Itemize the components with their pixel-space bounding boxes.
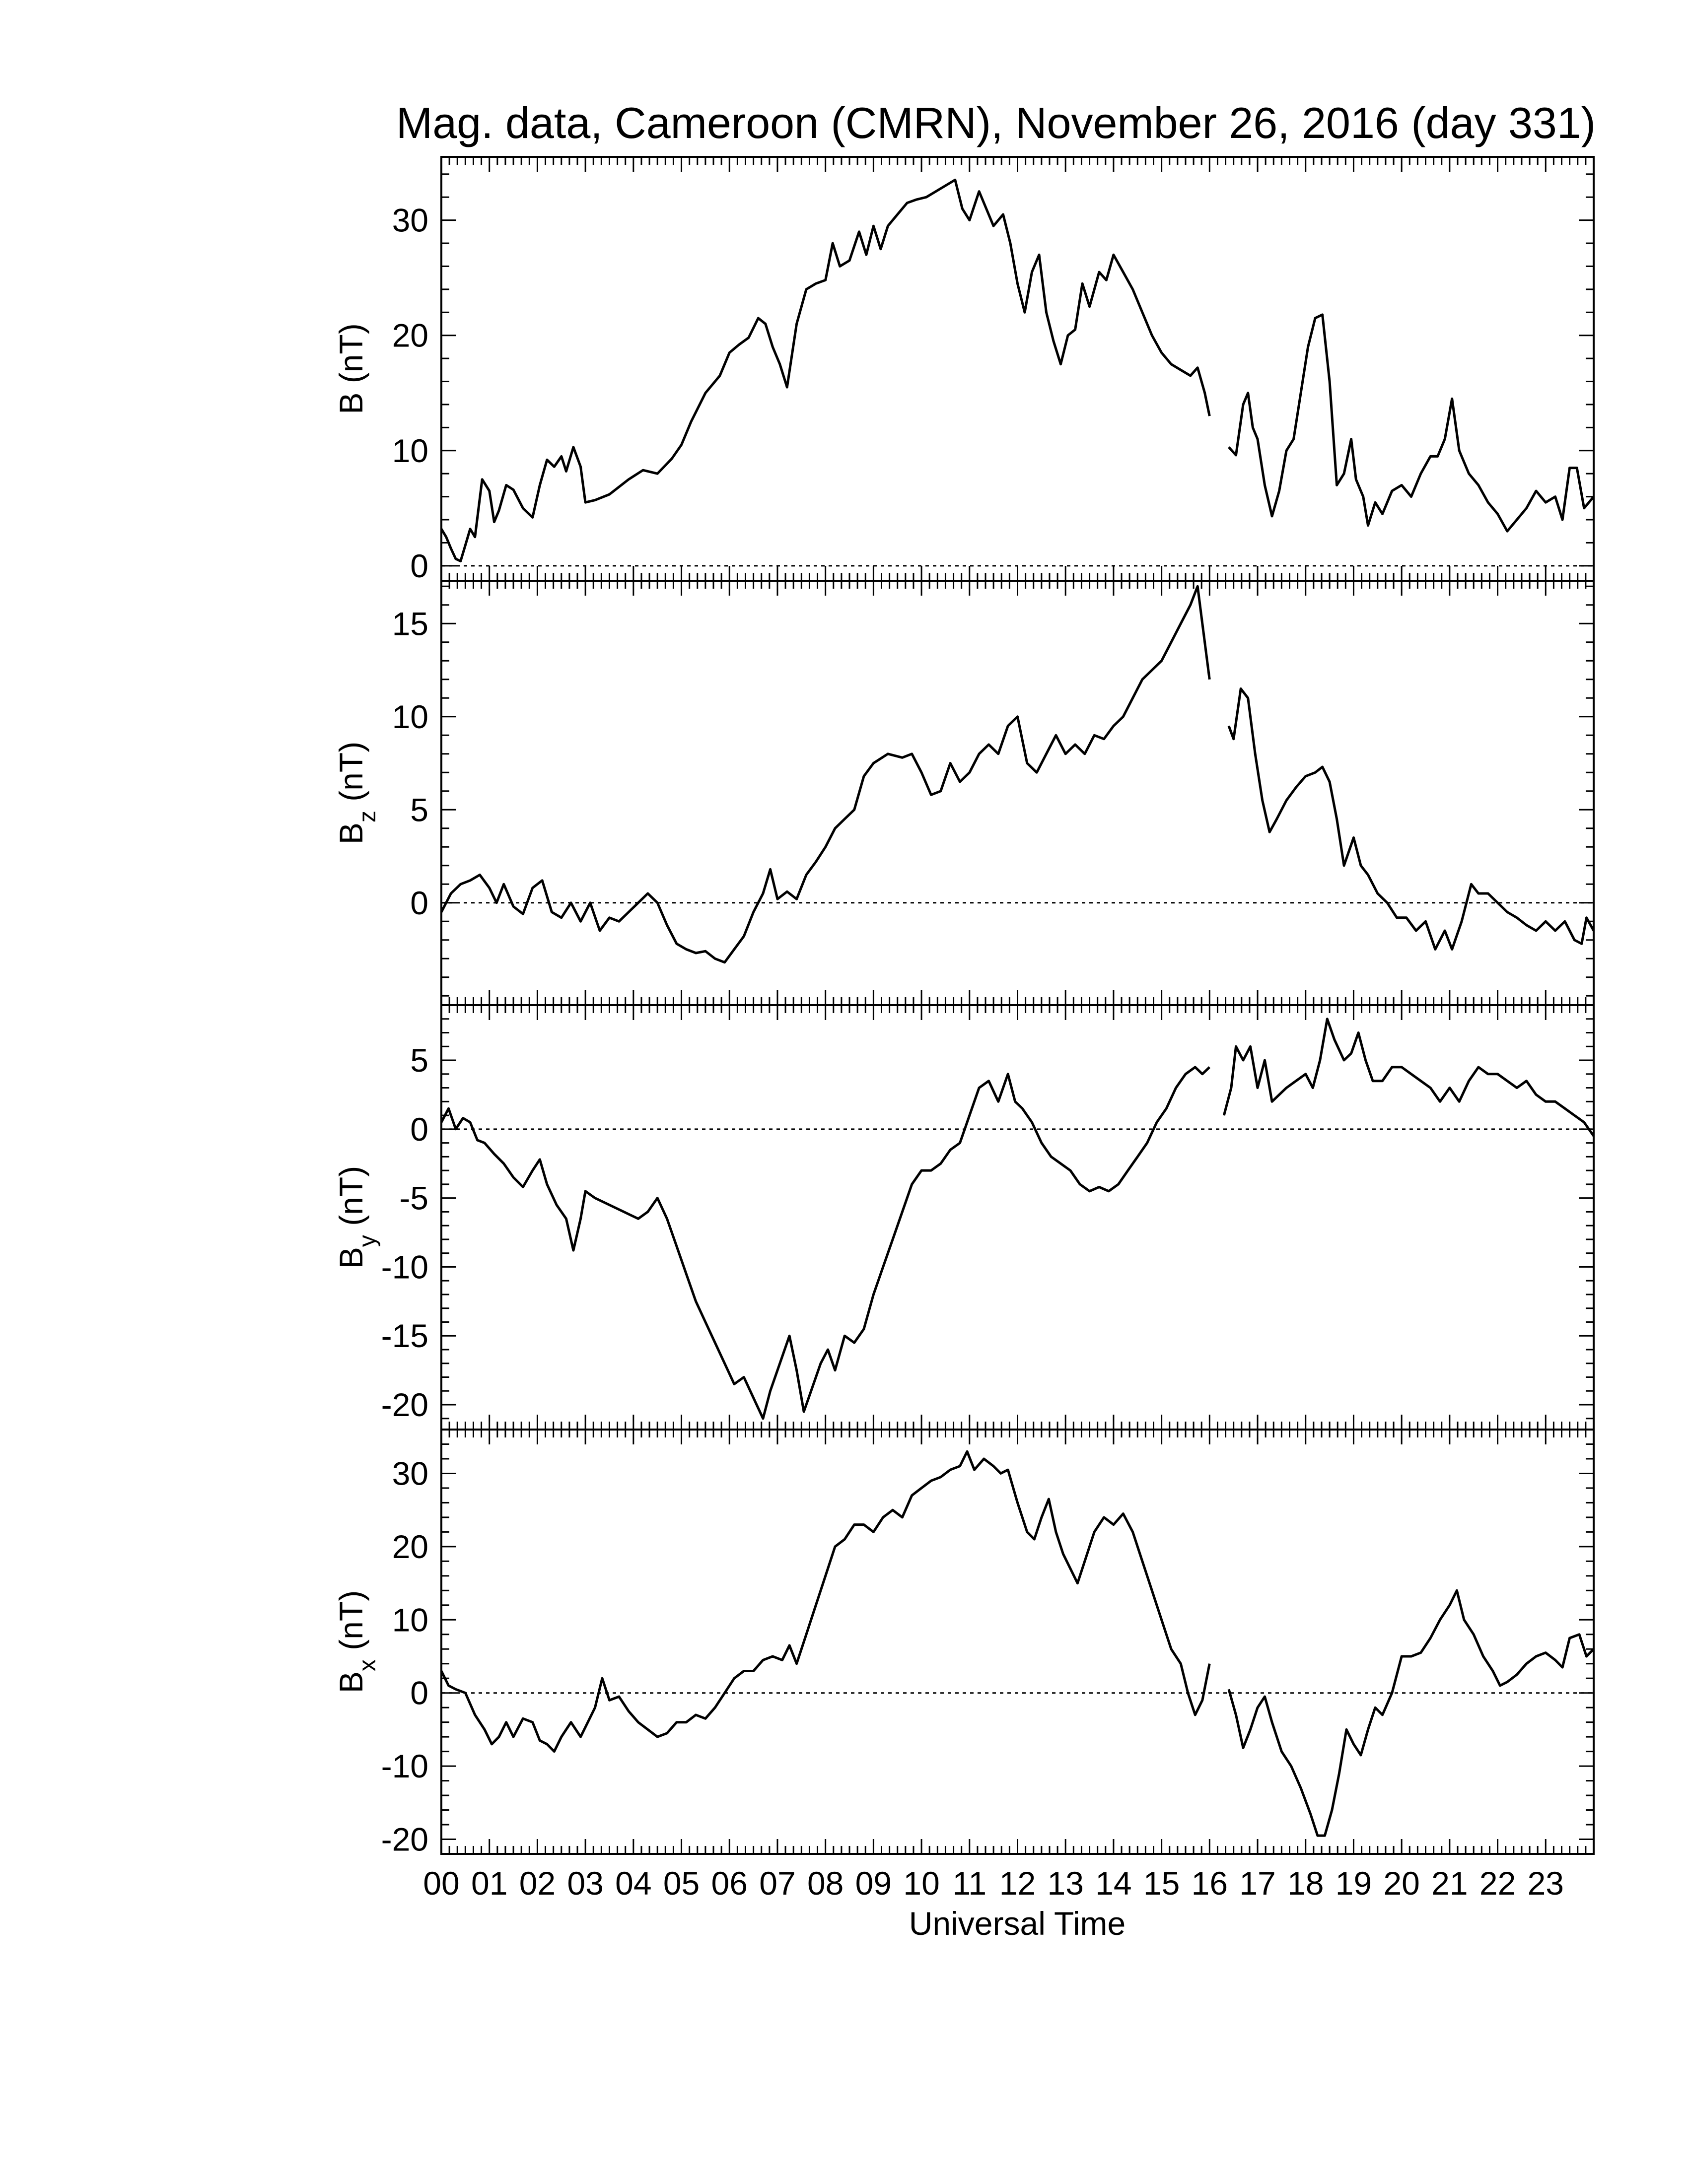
y-tick-label: 0 bbox=[410, 1675, 428, 1711]
plot-frame bbox=[440, 156, 1595, 582]
y-axis-label: Bz (nT) bbox=[333, 742, 381, 844]
y-tick-label: 0 bbox=[410, 1111, 428, 1148]
y-tick-label: 0 bbox=[410, 547, 428, 584]
y-axis-label-subscript: y bbox=[354, 1235, 381, 1247]
y-axis-label-main: B bbox=[333, 822, 369, 844]
x-tick-label: 18 bbox=[1287, 1865, 1324, 1902]
panel-2: 0 5 10 15 Bz (nT) bbox=[333, 580, 1595, 1006]
y-tick-label: 5 bbox=[410, 1042, 428, 1079]
y-tick-label: -10 bbox=[381, 1248, 428, 1285]
x-tick-label: 11 bbox=[953, 1865, 987, 1902]
y-tick-label: 20 bbox=[392, 317, 428, 354]
x-tick-label: 10 bbox=[903, 1865, 939, 1902]
x-tick-label: 12 bbox=[999, 1865, 1036, 1902]
panel-4: -20 -10 0 10 20 30 Bx (nT) bbox=[333, 1429, 1595, 1858]
x-tick-label: 14 bbox=[1095, 1865, 1131, 1902]
x-tick-labels: 00 01 02 03 04 05 06 07 08 09 10 11 12 13 14 15 16 17 18 19… bbox=[423, 1865, 1564, 1902]
series-line-segment bbox=[1227, 1589, 1595, 1837]
x-tick-label: 23 bbox=[1528, 1865, 1564, 1902]
y-tick-label: 30 bbox=[392, 1455, 428, 1492]
x-tick-label: 09 bbox=[855, 1865, 892, 1902]
y-axis-label: Bx (nT) bbox=[333, 1590, 381, 1693]
x-tick-label: 17 bbox=[1239, 1865, 1275, 1902]
x-tick-label: 05 bbox=[663, 1865, 700, 1902]
x-tick-label: 06 bbox=[711, 1865, 748, 1902]
y-axis-label-main: B bbox=[333, 1671, 369, 1693]
series-line-segment bbox=[440, 1066, 1211, 1420]
x-tick-label: 13 bbox=[1047, 1865, 1083, 1902]
series-line-segment bbox=[1227, 687, 1595, 951]
y-tick-label: 5 bbox=[410, 791, 428, 828]
y-tick-label: -15 bbox=[381, 1317, 428, 1354]
x-tick-label: 02 bbox=[519, 1865, 556, 1902]
y-tick-label: 30 bbox=[392, 202, 428, 239]
y-axis-label-subscript: x bbox=[354, 1659, 381, 1671]
x-tick-label: 22 bbox=[1479, 1865, 1516, 1902]
y-axis-label-main: B bbox=[333, 393, 369, 414]
y-axis-label-unit: (nT) bbox=[333, 1590, 369, 1659]
series-line-segment bbox=[1228, 313, 1595, 533]
x-tick-label: 21 bbox=[1431, 1865, 1468, 1902]
y-axis-label-subscript: z bbox=[354, 811, 381, 822]
x-tick-label: 01 bbox=[471, 1865, 507, 1902]
y-axis-label: B (nT) bbox=[333, 323, 369, 414]
y-tick-label: 10 bbox=[392, 432, 428, 469]
x-tick-label: 19 bbox=[1336, 1865, 1372, 1902]
series-line-segment bbox=[440, 1450, 1211, 1753]
x-tick-label: 20 bbox=[1383, 1865, 1419, 1902]
y-axis-label-unit: (nT) bbox=[333, 1166, 369, 1235]
y-tick-label: 10 bbox=[392, 698, 428, 735]
y-tick-label: -20 bbox=[381, 1386, 428, 1423]
series-line-segment bbox=[440, 585, 1211, 964]
y-tick-label: -10 bbox=[381, 1748, 428, 1784]
x-tick-label: 03 bbox=[567, 1865, 603, 1902]
x-tick-label: 00 bbox=[423, 1865, 459, 1902]
plot-frame bbox=[440, 580, 1595, 1006]
y-axis-label-unit: (nT) bbox=[333, 323, 369, 392]
y-tick-label: -20 bbox=[381, 1821, 428, 1858]
x-tick-label: 16 bbox=[1192, 1865, 1228, 1902]
plot-frame bbox=[440, 1429, 1595, 1855]
y-tick-label: 20 bbox=[392, 1528, 428, 1565]
panel-3: -20 -15 -10 -5 0 5 By (nT) bbox=[333, 1004, 1595, 1431]
y-tick-label: 0 bbox=[410, 885, 428, 921]
x-tick-label: 07 bbox=[759, 1865, 795, 1902]
y-axis-label: By (nT) bbox=[333, 1166, 381, 1269]
y-axis-label-main: B bbox=[333, 1247, 369, 1269]
x-tick-label: 04 bbox=[615, 1865, 651, 1902]
y-tick-label: 10 bbox=[392, 1601, 428, 1638]
y-tick-label: 15 bbox=[392, 605, 428, 642]
panel-1: 0 10 20 30 B (nT) bbox=[333, 156, 1595, 584]
y-tick-label: -5 bbox=[399, 1180, 428, 1217]
x-tick-label: 15 bbox=[1143, 1865, 1180, 1902]
x-tick-label: 08 bbox=[807, 1865, 844, 1902]
y-axis-label-unit: (nT) bbox=[333, 742, 369, 811]
series-line-segment bbox=[440, 178, 1211, 562]
x-axis-label: Universal Time bbox=[909, 1905, 1125, 1942]
series-line-segment bbox=[1222, 1018, 1595, 1137]
figure-title: Mag. data, Cameroon (CMRN), November 26,… bbox=[396, 98, 1596, 147]
plot-frame bbox=[440, 1004, 1595, 1431]
